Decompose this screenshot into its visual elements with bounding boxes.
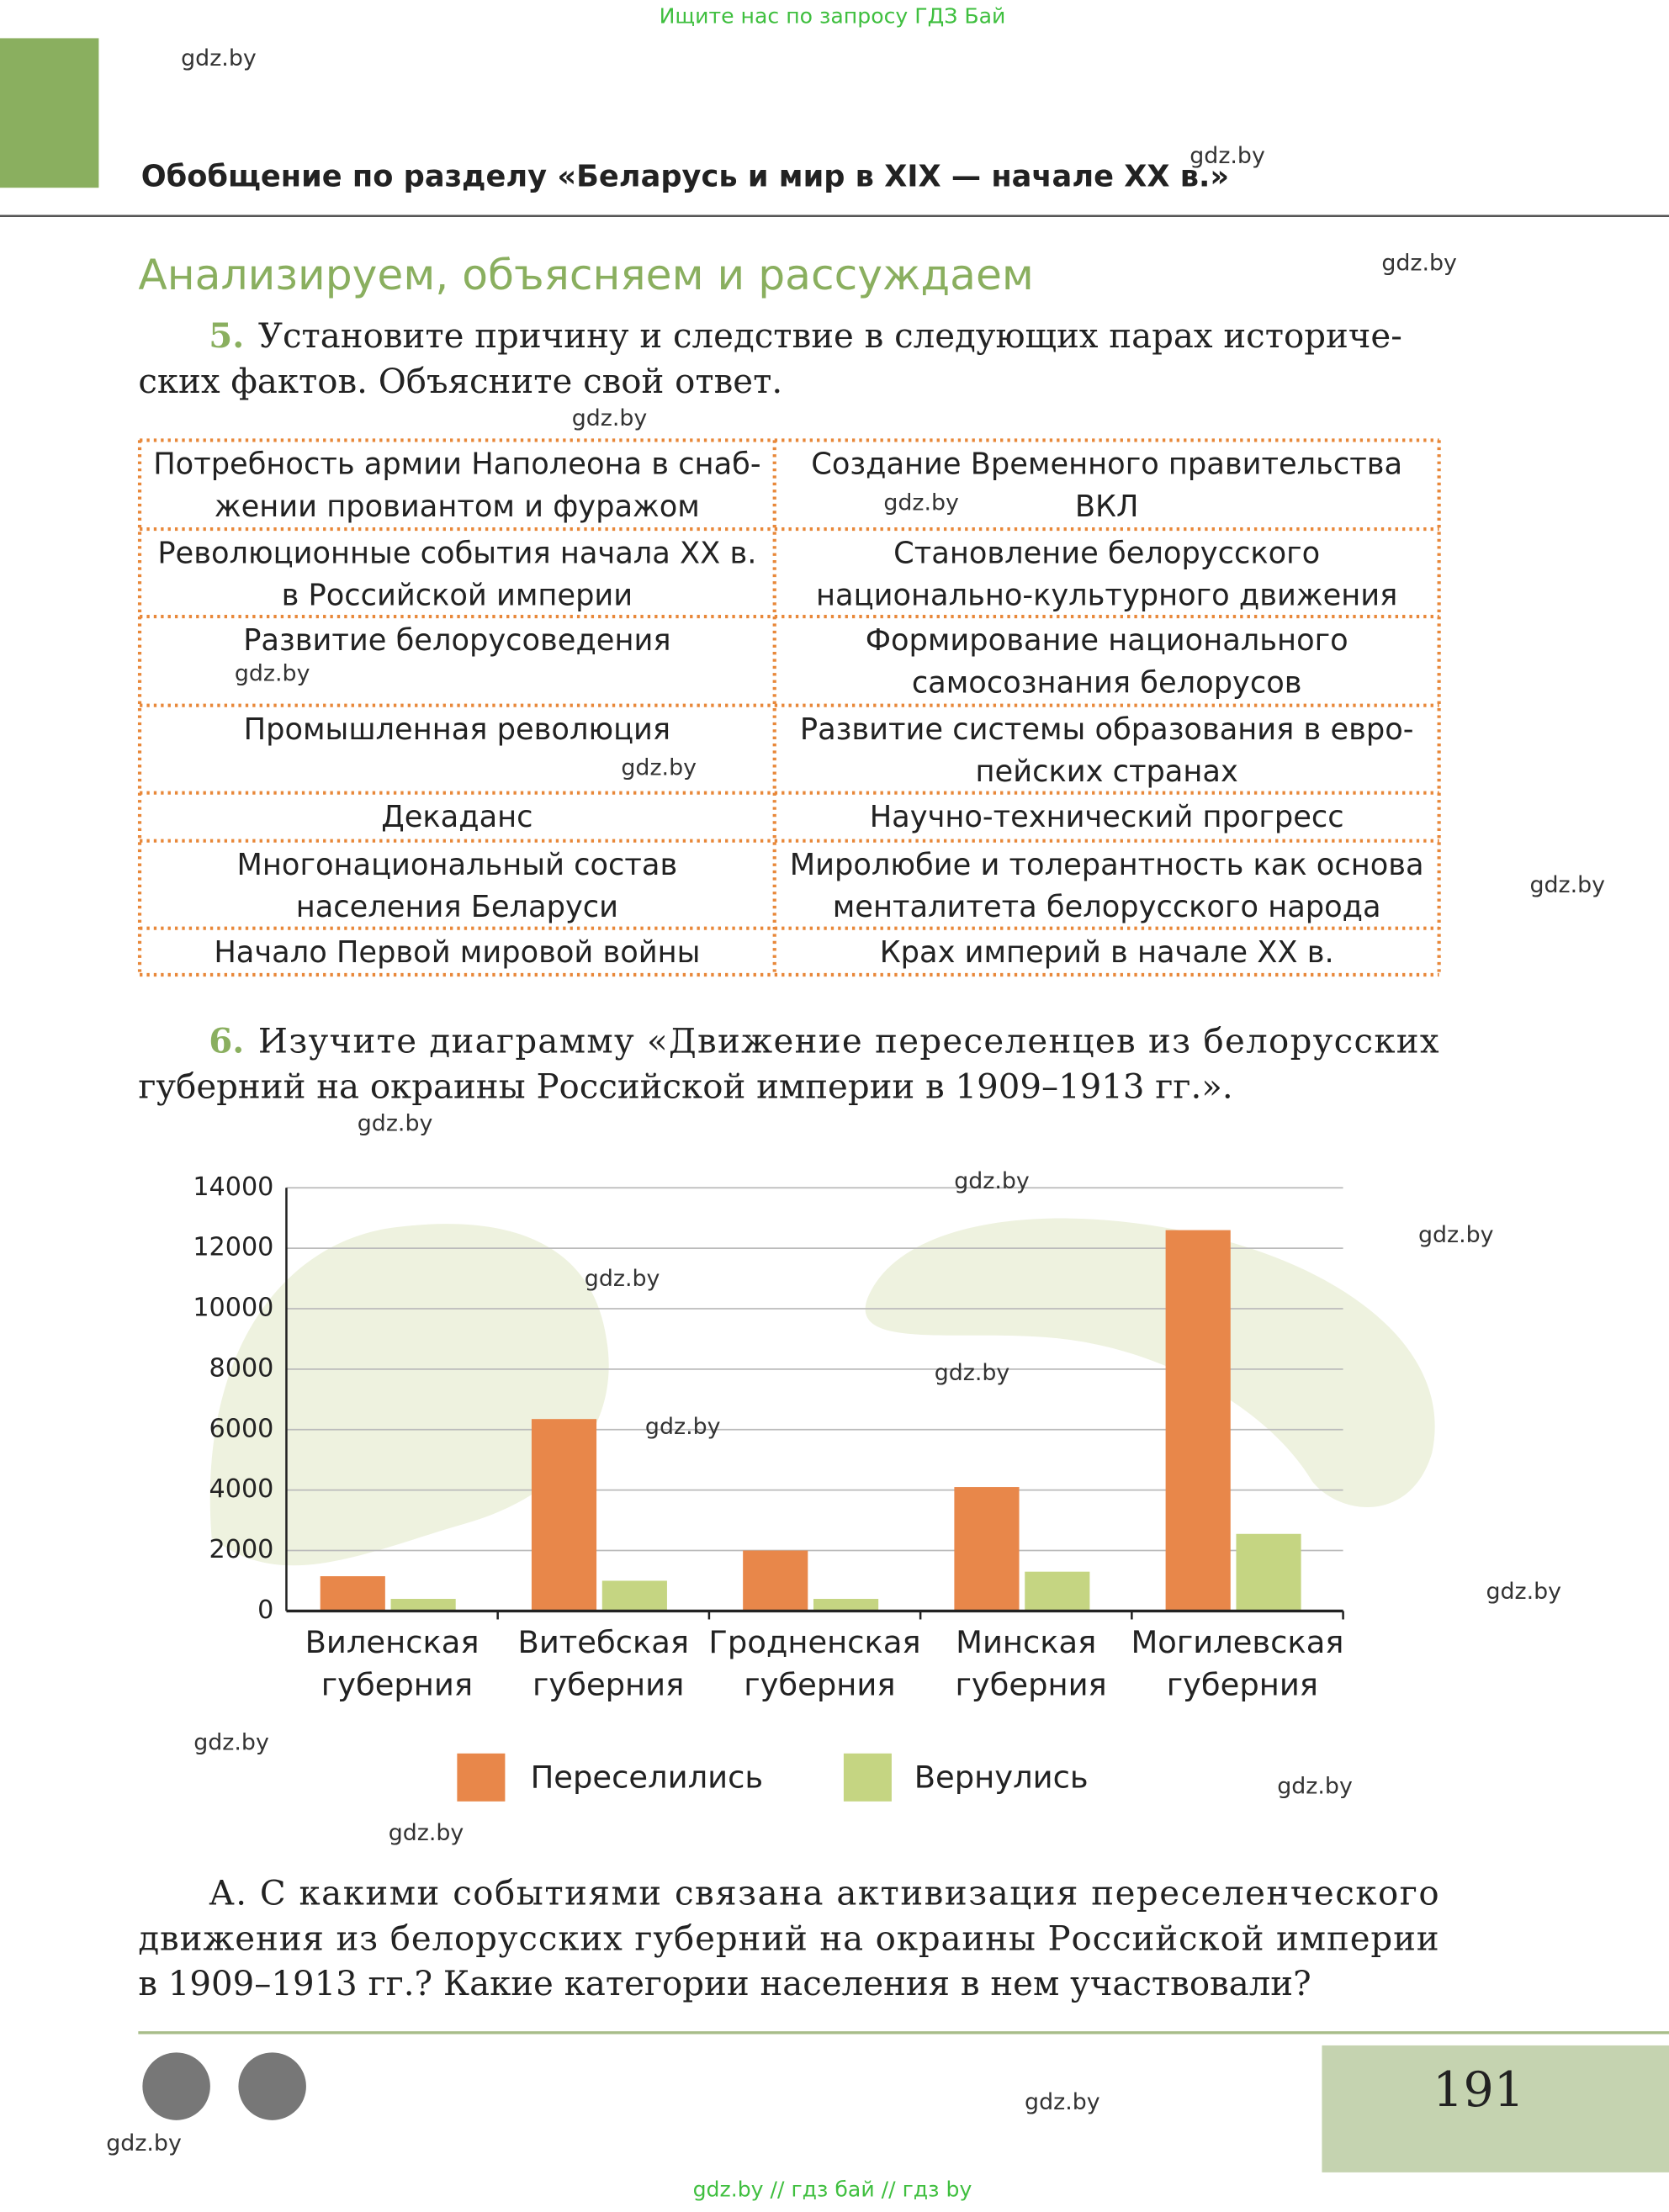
table-cell: менталитета белорусского народа [833, 890, 1381, 924]
watermark: gdz.by [645, 1414, 721, 1440]
watermark: gdz.by [1486, 1579, 1561, 1605]
task-number: 6. [209, 1022, 244, 1061]
legend-swatch [457, 1753, 506, 1802]
watermark: gdz.by [181, 45, 257, 71]
watermark: gdz.by [1529, 872, 1605, 898]
watermark: gdz.by [954, 1168, 1030, 1194]
bar [1165, 1230, 1231, 1611]
x-tick-label: Могилевская губерния [1131, 1623, 1343, 1701]
watermark: gdz.by [193, 1730, 269, 1756]
dot [238, 2052, 306, 2120]
table-cell: Развитие белорусоведения [243, 623, 670, 658]
y-tick-label: 12000 [193, 1233, 273, 1262]
watermark: gdz.by [585, 1266, 660, 1292]
bar [813, 1599, 879, 1611]
y-tick-label: 4000 [209, 1474, 274, 1504]
bar [1025, 1571, 1090, 1611]
watermark: gdz.by [1025, 2089, 1100, 2115]
table-cell: ВКЛ [1075, 489, 1139, 524]
section-title: Анализируем, объясняем и рассуждаем [138, 250, 1034, 299]
bar [390, 1599, 456, 1611]
dot [142, 2052, 210, 2120]
table-cell: национально-культурного движения [816, 579, 1397, 613]
watermark: gdz.by [235, 660, 310, 686]
table-cell: Начало Первой мировой войны [214, 935, 700, 970]
table-cell: Формирование национального [866, 623, 1348, 658]
task-text: ских фактов. Объясните свой ответ. [138, 362, 782, 401]
y-tick-label: 14000 [193, 1172, 273, 1202]
bar [1236, 1533, 1301, 1611]
watermark: gdz.by [1189, 143, 1265, 169]
table-cell: Научно-технический прогресс [870, 800, 1344, 834]
task-number: 5. [209, 316, 244, 356]
legend-label: Переселились [531, 1759, 764, 1795]
task-text: губерний на окраины Российской империи в… [138, 1067, 1232, 1106]
header-title: Обобщение по разделу «Беларусь и мир в X… [141, 159, 1229, 193]
x-tick-label: Гродненская губерния [708, 1623, 920, 1701]
y-tick-label: 6000 [209, 1414, 274, 1443]
corner-tab [0, 38, 99, 188]
table-cell: в Российской империи [282, 579, 633, 613]
table-cell: Миролюбие и толерантность как основа [790, 848, 1424, 882]
task-text: Установите причину и следствие в следующ… [258, 317, 1402, 356]
table-cell: населения Беларуси [296, 890, 618, 924]
bar [601, 1580, 667, 1611]
page-number-box [1322, 2045, 1669, 2172]
question-text: движения из белорусских губерний на окра… [138, 1919, 1439, 1958]
watermark: gdz.by [935, 1360, 1010, 1386]
footer: gdz.by // гдз бай // гдз by [693, 2178, 972, 2202]
watermark: gdz.by [389, 1820, 464, 1846]
bar [743, 1550, 808, 1611]
y-tick-label: 8000 [209, 1353, 274, 1383]
watermark: gdz.by [1381, 250, 1457, 276]
table-cell: Развитие системы образования в евро- [800, 712, 1414, 747]
legend-label: Вернулись [914, 1759, 1089, 1795]
banner: Ищите нас по запросу ГДЗ Бай [660, 3, 1006, 28]
table-cell: Потребность армии Наполеона в снаб- [153, 447, 760, 482]
table-cell: самосознания белорусов [912, 666, 1302, 701]
table-cell: жении провиантом и фуражом [215, 489, 700, 524]
y-tick-label: 0 [257, 1595, 273, 1625]
bar [320, 1576, 385, 1611]
x-tick-label: Виленская губерния [305, 1623, 480, 1701]
page-number: 191 [1433, 2062, 1524, 2118]
table-cell: Декаданс [381, 800, 532, 834]
question-text: в 1909–1913 гг.? Какие категории населен… [138, 1965, 1311, 2003]
watermark: gdz.by [358, 1110, 433, 1136]
watermark: gdz.by [621, 755, 697, 781]
table-cell: Революционные события начала XX в. [157, 536, 756, 570]
question-text: А. С какими событиями связана активизаци… [209, 1875, 1439, 1913]
table-cell: Создание Временного правительства [811, 447, 1402, 482]
bar [954, 1487, 1020, 1611]
watermark: gdz.by [1277, 1774, 1353, 1800]
table-cell: Становление белорусского [893, 536, 1320, 570]
bar [531, 1419, 597, 1611]
x-tick-label: Минская губерния [946, 1623, 1107, 1701]
table-cell: пейских странах [976, 754, 1238, 789]
table-cell: Промышленная революция [244, 712, 670, 747]
table-cell: Многонациональный состав [237, 848, 678, 882]
x-tick-label: Витебская губерния [518, 1623, 690, 1701]
table-cell: Крах империй в начале XX в. [880, 935, 1334, 970]
y-tick-label: 10000 [193, 1294, 273, 1323]
watermark: gdz.by [572, 405, 648, 431]
y-tick-label: 2000 [209, 1535, 274, 1564]
watermark: gdz.by [883, 489, 959, 516]
watermark: gdz.by [1418, 1222, 1494, 1248]
task-text: Изучите диаграмму «Движение переселенцев… [258, 1023, 1439, 1061]
watermark: gdz.by [106, 2130, 182, 2156]
legend-swatch [843, 1753, 892, 1802]
